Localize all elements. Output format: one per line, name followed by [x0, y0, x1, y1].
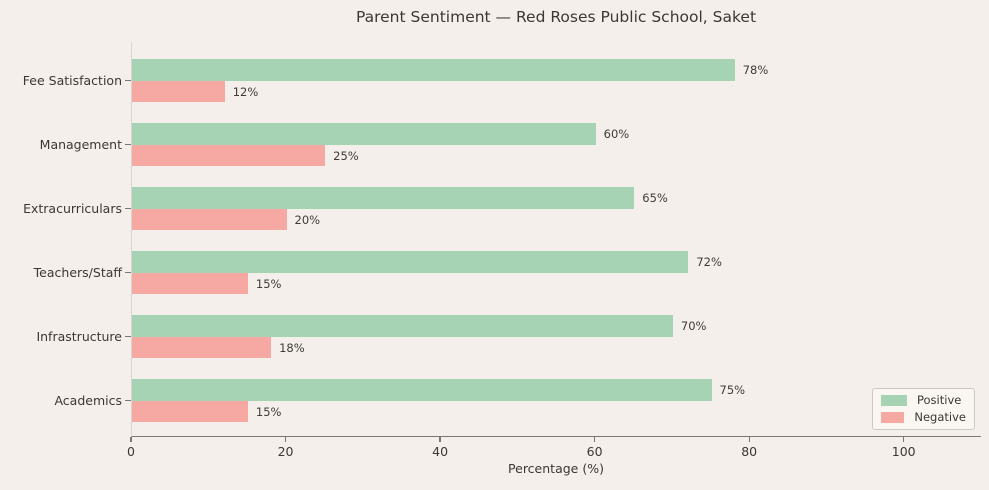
y-category-label: Fee Satisfaction: [22, 72, 122, 88]
legend-item-positive: Positive: [881, 394, 966, 407]
x-tick-label: 40: [432, 444, 449, 459]
bar-negative: [132, 80, 225, 103]
y-tick-mark: [125, 208, 131, 210]
y-tick-mark: [125, 80, 131, 82]
x-tick-mark: [594, 437, 596, 442]
y-category-label: Infrastructure: [36, 328, 122, 344]
x-tick-label: 80: [741, 444, 758, 459]
y-category-label: Extracurriculars: [23, 200, 122, 216]
y-tick-mark: [125, 144, 131, 146]
bar-value-label: 65%: [642, 191, 668, 205]
y-tick-mark: [125, 272, 131, 274]
bar-negative: [132, 144, 326, 167]
bar-positive: [132, 379, 712, 401]
bar-positive: [132, 59, 735, 81]
bar-negative: [132, 336, 272, 359]
x-tick-mark: [284, 437, 287, 442]
y-tick-mark: [125, 336, 131, 338]
legend-label-negative: Negative: [914, 409, 966, 424]
bar-value-label: 70%: [680, 319, 707, 333]
bar-positive: [132, 251, 689, 273]
y-tick-mark: [125, 400, 131, 402]
legend-swatch-positive: [881, 395, 907, 407]
legend-swatch-negative: [881, 411, 905, 423]
bar-value-label: 72%: [696, 255, 722, 269]
bar-value-label: 18%: [279, 340, 305, 355]
bar-negative: [132, 400, 248, 423]
x-tick-label: 60: [586, 444, 603, 459]
plot-area: [131, 42, 981, 437]
y-category-label: Management: [39, 136, 122, 152]
bar-value-label: 25%: [333, 148, 359, 163]
bar-value-label: 15%: [255, 276, 282, 291]
bar-positive: [132, 123, 596, 145]
legend-item-negative: Negative: [881, 409, 966, 424]
legend: Positive Negative: [872, 388, 975, 430]
x-tick-label: 0: [127, 444, 135, 459]
x-axis-label: Percentage (%): [508, 461, 604, 476]
legend-label-positive: Positive: [917, 393, 962, 408]
x-tick-mark: [748, 437, 750, 442]
bar-value-label: 15%: [255, 404, 282, 419]
chart-title: Parent Sentiment — Red Roses Public Scho…: [355, 8, 757, 26]
x-tick-mark: [903, 437, 905, 442]
y-category-label: Academics: [54, 392, 122, 408]
bar-value-label: 20%: [294, 212, 321, 227]
x-tick-mark: [130, 437, 132, 442]
y-category-label: Teachers/Staff: [33, 264, 122, 280]
bar-positive: [132, 315, 673, 337]
bar-negative: [132, 208, 287, 231]
bar-negative: [132, 272, 248, 295]
x-tick-mark: [439, 437, 441, 442]
bar-value-label: 78%: [742, 63, 769, 77]
bar-value-label: 60%: [603, 127, 630, 141]
x-tick-label: 100: [891, 444, 916, 459]
bar-value-label: 12%: [232, 84, 259, 99]
x-tick-label: 20: [277, 444, 294, 459]
bar-positive: [132, 187, 635, 209]
bar-value-label: 75%: [719, 383, 746, 397]
